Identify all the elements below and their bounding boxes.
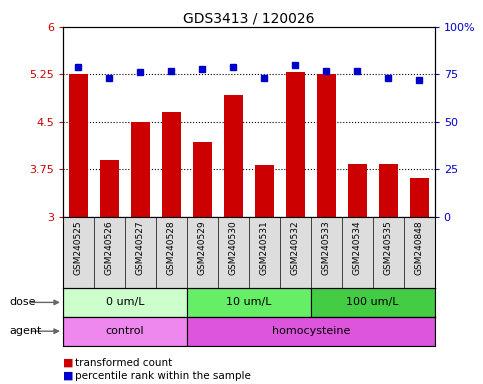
Bar: [317, 74, 336, 217]
Title: GDS3413 / 120026: GDS3413 / 120026: [183, 12, 314, 26]
Text: homocysteine: homocysteine: [271, 326, 350, 336]
Bar: [131, 122, 150, 217]
Bar: [187, 317, 435, 346]
Bar: [100, 160, 119, 217]
Bar: [286, 73, 304, 217]
Bar: [311, 288, 435, 317]
Bar: [63, 317, 187, 346]
Text: GSM240530: GSM240530: [229, 220, 238, 275]
Text: transformed count: transformed count: [75, 358, 172, 368]
Text: GSM240527: GSM240527: [136, 220, 145, 275]
Text: GSM240848: GSM240848: [415, 220, 424, 275]
Bar: [410, 178, 428, 217]
Text: GSM240528: GSM240528: [167, 220, 176, 275]
Bar: [379, 164, 398, 217]
Text: GSM240529: GSM240529: [198, 220, 207, 275]
Text: 0 um/L: 0 um/L: [105, 297, 144, 308]
Text: GSM240534: GSM240534: [353, 220, 362, 275]
Bar: [224, 95, 242, 217]
Bar: [193, 142, 212, 217]
Bar: [69, 74, 87, 217]
Text: control: control: [105, 326, 144, 336]
Bar: [187, 288, 311, 317]
Text: dose: dose: [10, 297, 36, 308]
Text: GSM240532: GSM240532: [291, 220, 300, 275]
Text: agent: agent: [10, 326, 42, 336]
Text: GSM240533: GSM240533: [322, 220, 331, 275]
Text: GSM240531: GSM240531: [260, 220, 269, 275]
Text: ■: ■: [63, 371, 73, 381]
Text: GSM240526: GSM240526: [105, 220, 114, 275]
Bar: [348, 164, 367, 217]
Text: 100 um/L: 100 um/L: [346, 297, 399, 308]
Text: ■: ■: [63, 358, 73, 368]
Text: GSM240525: GSM240525: [74, 220, 83, 275]
Text: GSM240535: GSM240535: [384, 220, 393, 275]
Bar: [162, 113, 181, 217]
Bar: [63, 288, 187, 317]
Text: percentile rank within the sample: percentile rank within the sample: [75, 371, 251, 381]
Text: 10 um/L: 10 um/L: [226, 297, 271, 308]
Bar: [255, 165, 273, 217]
